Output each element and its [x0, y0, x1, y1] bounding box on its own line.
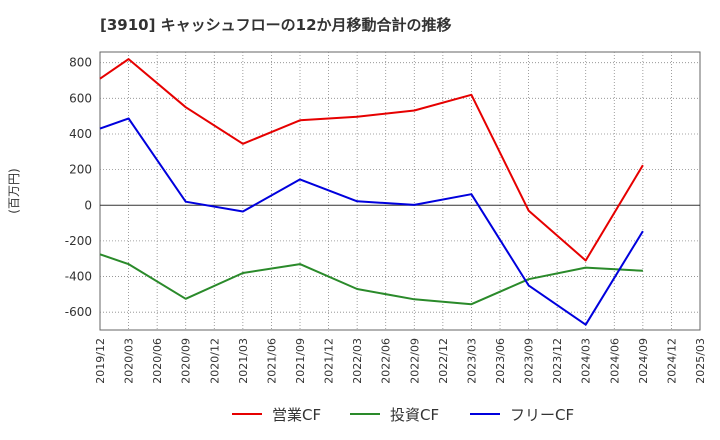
chart-title: [3910] キャッシュフローの12か月移動合計の推移	[100, 16, 452, 34]
y-tick-label: 600	[69, 91, 92, 105]
legend-label: 営業CF	[272, 406, 321, 424]
x-tick-label: 2021/09	[294, 338, 307, 384]
y-tick-label: 0	[84, 198, 92, 212]
x-tick-label: 2024/12	[665, 338, 678, 384]
x-tick-label: 2021/06	[265, 338, 278, 384]
plot-frame	[99, 51, 701, 331]
legend-label: 投資CF	[390, 406, 439, 424]
y-tick-label: 400	[69, 127, 92, 141]
y-tick-label: -400	[65, 270, 92, 284]
legend-label: フリーCF	[510, 406, 574, 424]
x-tick-label: 2022/06	[380, 338, 393, 384]
x-tick-label: 2023/09	[523, 338, 536, 384]
series-line	[99, 253, 643, 306]
x-tick-label: 2023/03	[465, 338, 478, 384]
x-tick-label: 2020/12	[208, 338, 221, 384]
series-layer	[99, 58, 644, 326]
x-tick-label: 2024/03	[580, 338, 593, 384]
y-tick-label: -200	[65, 234, 92, 248]
x-tick-label: 2022/03	[351, 338, 364, 384]
x-tick-label: 2025/03	[694, 338, 707, 384]
x-tick-label: 2021/03	[237, 338, 250, 384]
x-tick-label: 2022/12	[437, 338, 450, 384]
legend: 営業CF 投資CF フリーCF	[232, 406, 574, 424]
axis-layer: 800 600 400 200 0 -200 -400 -600 2019/12 2020/03 2…	[7, 56, 707, 384]
x-tick-label: 2020/09	[180, 338, 193, 384]
x-tick-label: 2023/06	[494, 338, 507, 384]
y-tick-label: 800	[69, 56, 92, 70]
y-tick-label: 200	[69, 163, 92, 177]
series-line	[99, 117, 644, 326]
grid-layer	[99, 51, 701, 331]
y-tick-label: -600	[65, 305, 92, 319]
x-tick-label: 2023/12	[551, 338, 564, 384]
series-line	[99, 58, 644, 262]
x-tick-label: 2020/03	[123, 338, 136, 384]
x-tick-label: 2020/06	[151, 338, 164, 384]
x-tick-label: 2024/06	[608, 338, 621, 384]
x-tick-label: 2019/12	[94, 338, 107, 384]
y-axis-title: (百万円)	[7, 168, 21, 213]
x-tick-label: 2021/12	[323, 338, 336, 384]
x-tick-label: 2022/09	[408, 338, 421, 384]
x-tick-label: 2024/09	[637, 338, 650, 384]
